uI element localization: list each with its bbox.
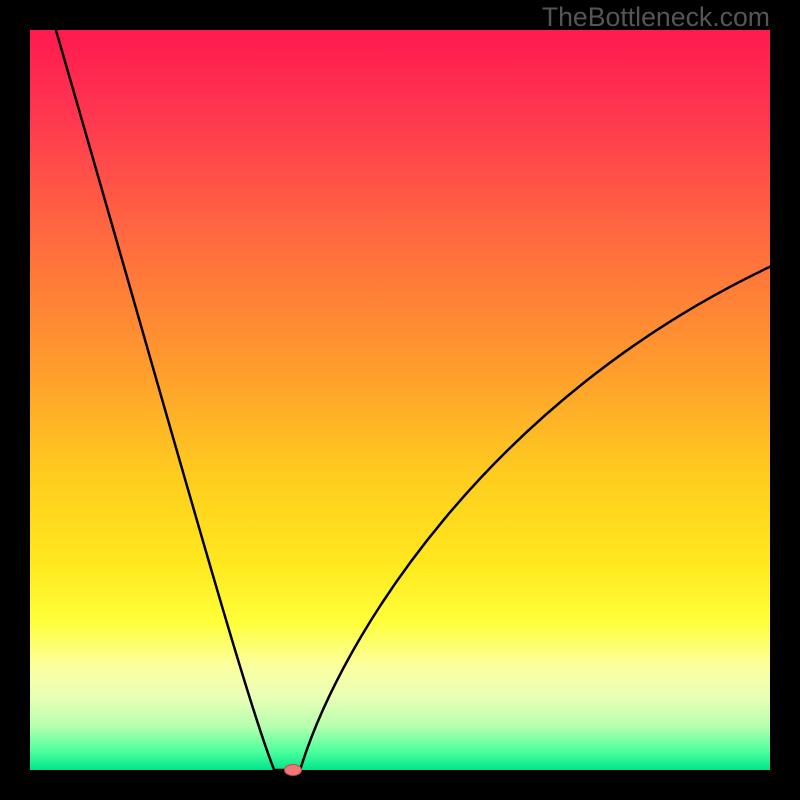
plot-area (30, 30, 770, 770)
curve-layer (30, 30, 770, 770)
gradient-background (30, 30, 770, 770)
figure-root: TheBottleneck.com (0, 0, 800, 800)
attribution-text: TheBottleneck.com (542, 2, 770, 33)
optimum-marker (284, 764, 302, 776)
